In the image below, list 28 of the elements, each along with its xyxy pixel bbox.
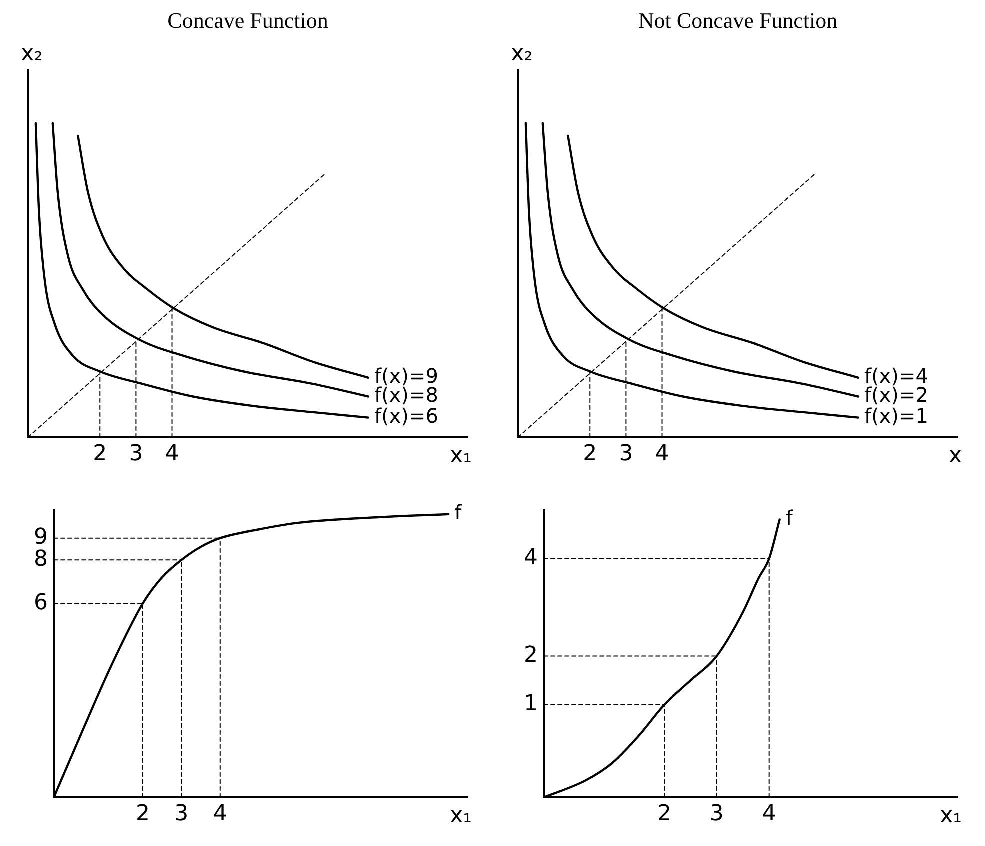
x-axis-title: x₁ bbox=[450, 443, 472, 468]
series-label: f(x)=1 bbox=[864, 404, 928, 428]
x-tick-label: 4 bbox=[762, 802, 776, 827]
x-tick-label: 2 bbox=[658, 802, 672, 827]
x-tick-label: 2 bbox=[136, 802, 150, 827]
x-tick-label: 2 bbox=[93, 442, 108, 467]
series-label: f(x)=6 bbox=[374, 404, 438, 428]
y-axis-title: x₂ bbox=[21, 42, 43, 67]
x-tick-label: 4 bbox=[655, 442, 670, 467]
series-label: f bbox=[786, 506, 794, 530]
x-tick-label: 3 bbox=[619, 442, 634, 467]
x-axis-title: x bbox=[948, 443, 962, 468]
x-tick-label: 2 bbox=[583, 442, 598, 467]
x-tick-label: 3 bbox=[710, 802, 724, 827]
x-tick-label: 4 bbox=[165, 442, 180, 467]
series-label: f bbox=[454, 500, 463, 525]
x-tick-label: 3 bbox=[129, 442, 144, 467]
y-axis-title: x₂ bbox=[511, 42, 533, 67]
y-tick-label: 1 bbox=[524, 692, 538, 717]
x-axis-title: x₁ bbox=[940, 803, 962, 828]
y-tick-label: 2 bbox=[524, 642, 538, 668]
x-tick-label: 4 bbox=[213, 802, 228, 827]
y-tick-label: 4 bbox=[524, 545, 538, 570]
y-tick-label: 6 bbox=[34, 590, 48, 616]
x-tick-label: 3 bbox=[174, 802, 189, 827]
chart-title: Not Concave Function bbox=[637, 8, 839, 35]
x-axis-title: x₁ bbox=[450, 803, 472, 828]
chart-title: Concave Function bbox=[166, 8, 330, 35]
